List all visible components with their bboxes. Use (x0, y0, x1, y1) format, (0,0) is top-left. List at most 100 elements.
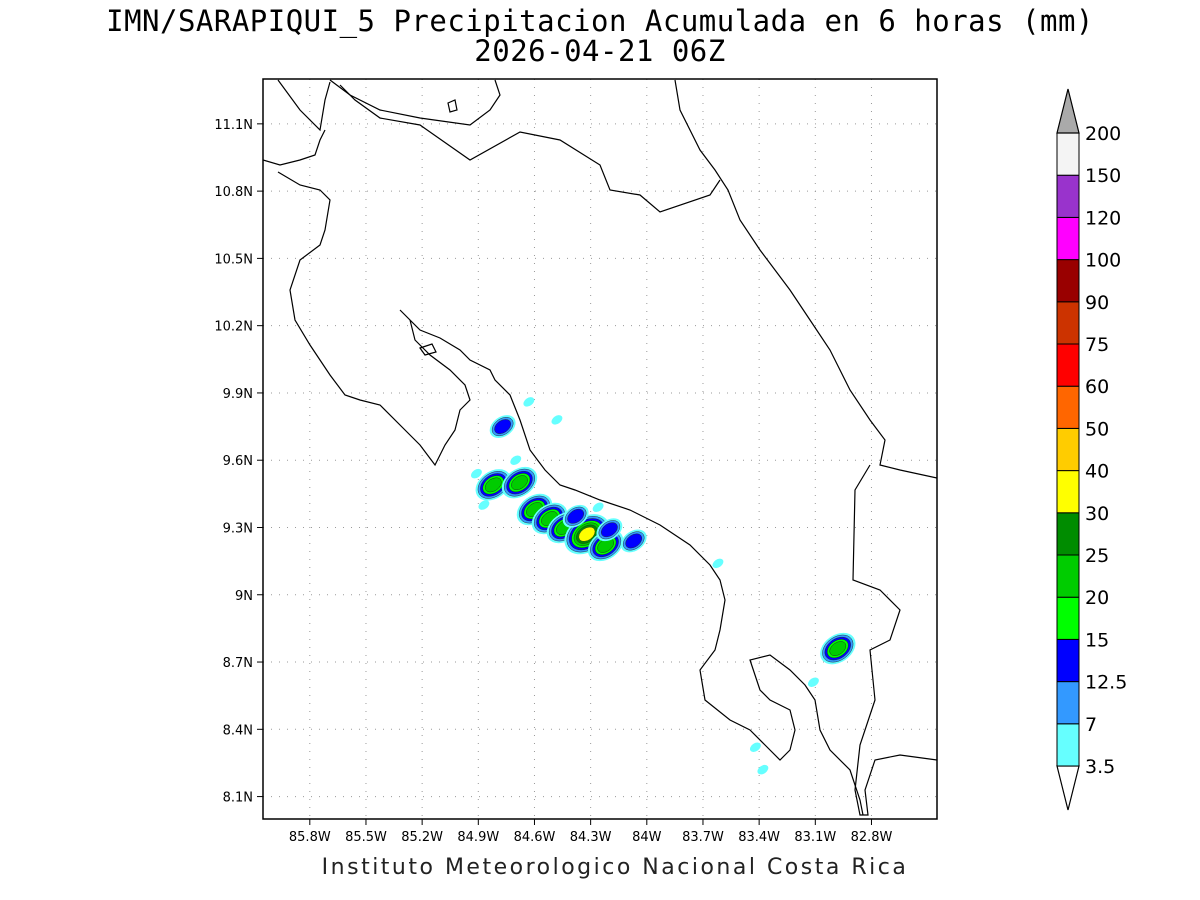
lat-tick-label: 10.2N (214, 320, 253, 335)
rain-contour (567, 508, 584, 524)
legend-label: 50 (1085, 418, 1109, 440)
lat-tick-label: 10.5N (214, 252, 253, 267)
gulf-island (419, 343, 437, 356)
rain-contour (808, 677, 819, 687)
legend-label: 200 (1085, 123, 1121, 145)
rain-cell (551, 415, 563, 425)
legend-swatch (1056, 259, 1080, 303)
rain-contour (757, 764, 769, 775)
legend-label: 120 (1085, 207, 1121, 229)
legend-bottom-arrow (1056, 765, 1080, 811)
rain-contour (484, 477, 502, 493)
legend-label: 90 (1085, 292, 1109, 314)
lat-tick-label: 8.7N (223, 656, 253, 671)
legend-label: 60 (1085, 376, 1109, 398)
rain-contour (523, 397, 535, 407)
rain-cell (749, 742, 761, 752)
lat-tick-label: 8.4N (223, 723, 253, 738)
lon-tick-label: 85.8W (289, 830, 331, 845)
rain-contour (712, 558, 724, 569)
legend-swatch (1056, 554, 1080, 598)
legend-swatch (1056, 132, 1080, 176)
rain-contour (494, 419, 511, 434)
legend-label: 12.5 (1085, 672, 1127, 694)
color-legend: 3.5 7 12.5 15 20 25 30 40 50 60 75 90 100 120 150 200 (1056, 88, 1127, 811)
rain-contour (578, 526, 596, 542)
legend-label: 75 (1085, 334, 1109, 356)
legend-label: 20 (1085, 587, 1109, 609)
caribbean-coast (674, 79, 937, 479)
precipitation-field (471, 397, 856, 775)
rain-cell (592, 502, 604, 513)
nicaragua-border (277, 79, 331, 132)
legend-swatch (1056, 301, 1080, 345)
rain-contour (478, 500, 490, 510)
lat-tick-label: 11.1N (214, 118, 253, 133)
lon-tick-label: 84.6W (514, 830, 556, 845)
legend-swatch (1056, 470, 1080, 514)
legend-swatch (1056, 216, 1080, 261)
rain-cell (620, 529, 647, 553)
legend-swatch (1056, 512, 1080, 556)
panama-border (852, 464, 937, 816)
rain-cell (562, 504, 589, 528)
legend-swatch (1056, 681, 1080, 725)
rain-cell (471, 468, 482, 479)
island (447, 99, 458, 113)
rain-contour (471, 468, 482, 479)
lon-tick-label: 84.3W (570, 830, 612, 845)
rain-contour (749, 742, 761, 752)
rain-contour (592, 502, 604, 513)
lon-tick-label: 84W (632, 830, 662, 845)
legend-label: 100 (1085, 250, 1121, 272)
rain-cell (808, 677, 819, 687)
rain-contour (829, 641, 847, 656)
rain-cell (596, 518, 623, 542)
legend-swatch (1056, 596, 1080, 640)
footer-credit: Instituto Meteorologico Nacional Costa R… (321, 855, 909, 880)
lat-tick-label: 8.1N (223, 791, 253, 806)
rain-contour (511, 475, 528, 490)
legend-swatch (1056, 385, 1080, 429)
chart-title: IMN/SARAPIQUI_5 Precipitacion Acumulada … (106, 4, 1094, 38)
legend-top-arrow (1056, 88, 1080, 134)
rain-cell (501, 466, 538, 499)
rain-cell (712, 558, 724, 569)
lon-tick-label: 85.2W (401, 830, 443, 845)
legend-label: 30 (1085, 503, 1109, 525)
lat-tick-label: 10.8N (214, 185, 253, 200)
lon-tick-label: 83.1W (794, 830, 836, 845)
lon-tick-label: 83.7W (682, 830, 724, 845)
map-axes: 85.8W 85.5W 85.2W 84.9W 84.6W 84.3W 84W 83.7W 83… (214, 118, 892, 845)
lon-tick-label: 84.9W (457, 830, 499, 845)
border-line (339, 84, 721, 213)
legend-label: 15 (1085, 629, 1109, 651)
legend-swatch (1056, 174, 1080, 218)
lat-tick-label: 9.6N (223, 454, 253, 469)
lat-tick-label: 9N (235, 589, 253, 604)
lat-tick-label: 9.9N (223, 387, 253, 402)
rain-cell (757, 764, 769, 775)
coastline (263, 79, 937, 816)
pacific-coast (263, 129, 864, 816)
rain-contour (510, 455, 522, 465)
gridlines (263, 79, 937, 819)
lake-nicaragua (329, 79, 501, 126)
rain-contour (551, 415, 563, 425)
rain-contour (625, 533, 643, 549)
rain-cell (510, 455, 522, 465)
legend-label: 7 (1085, 714, 1097, 736)
legend-swatch (1056, 723, 1080, 767)
rain-cell (523, 397, 535, 407)
rain-cell (820, 632, 856, 665)
legend-swatch (1056, 343, 1080, 387)
legend-label: 3.5 (1085, 756, 1115, 778)
rain-cell (475, 469, 511, 501)
legend-swatch (1056, 638, 1080, 683)
lon-tick-label: 85.5W (345, 830, 387, 845)
lat-tick-label: 9.3N (223, 521, 253, 536)
rain-contour (601, 522, 618, 538)
lon-tick-label: 82.8W (851, 830, 893, 845)
legend-label: 150 (1085, 165, 1121, 187)
